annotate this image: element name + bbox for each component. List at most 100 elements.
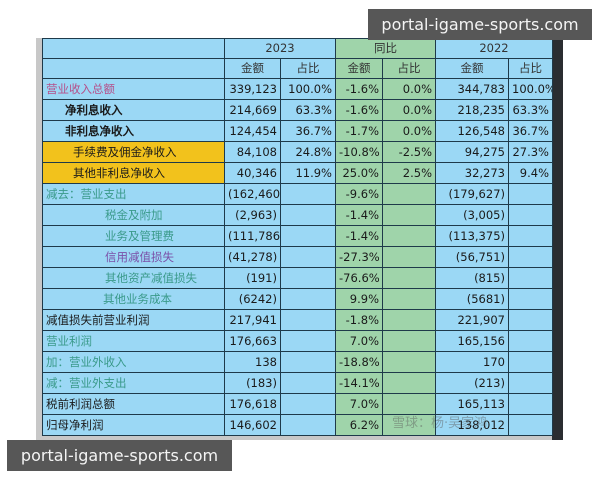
header-share-2023: 占比 xyxy=(280,58,336,79)
amount-2023: 176,663 xyxy=(224,330,281,352)
yoy-amount: -1.8% xyxy=(335,309,383,331)
yoy-amount: -27.3% xyxy=(335,246,383,268)
table-row: 手续费及佣金净收入 84,108 24.8% -10.8% -2.5% 94,2… xyxy=(42,141,553,163)
income-statement-table: 2023 同比 2022 金额 占比 金额 占比 金额 占比 营业收入总额 33… xyxy=(42,38,553,436)
amount-2023: 217,941 xyxy=(224,309,281,331)
row-label: 减：营业外支出 xyxy=(42,372,225,394)
right-edge-bar xyxy=(552,38,563,440)
amount-2023: (191) xyxy=(224,267,281,289)
amount-2023: (41,278) xyxy=(224,246,281,268)
yoy-amount: -18.8% xyxy=(335,351,383,373)
table-row: 其他非利息净收入 40,346 11.9% 25.0% 2.5% 32,273 … xyxy=(42,162,553,184)
row-label: 其他业务成本 xyxy=(42,288,225,310)
amount-2023: 339,123 xyxy=(224,78,281,100)
yoy-amount: -1.7% xyxy=(335,120,383,142)
amount-2022: (213) xyxy=(435,372,509,394)
amount-2022: 126,548 xyxy=(435,120,509,142)
yoy-amount: -1.6% xyxy=(335,78,383,100)
share-2023: 100.0% xyxy=(280,78,336,100)
yoy-amount: 9.9% xyxy=(335,288,383,310)
amount-2023: 146,602 xyxy=(224,414,281,436)
share-2023 xyxy=(280,372,336,394)
share-2023: 63.3% xyxy=(280,99,336,121)
yoy-share xyxy=(382,183,436,205)
share-2023 xyxy=(280,393,336,415)
row-label: 减值损失前营业利润 xyxy=(42,309,225,331)
amount-2022: (815) xyxy=(435,267,509,289)
amount-2022: 170 xyxy=(435,351,509,373)
share-2022: 9.4% xyxy=(508,162,553,184)
row-label: 其他资产减值损失 xyxy=(42,267,225,289)
table-row: 其他业务成本 (6242) 9.9% (5681) xyxy=(42,288,553,310)
amount-2022: 344,783 xyxy=(435,78,509,100)
row-label: 其他非利息净收入 xyxy=(42,162,225,184)
row-label: 加：营业外收入 xyxy=(42,351,225,373)
yoy-amount: -14.1% xyxy=(335,372,383,394)
yoy-share xyxy=(382,288,436,310)
share-2023: 24.8% xyxy=(280,141,336,163)
amount-2022: (179,627) xyxy=(435,183,509,205)
header-row-sub: 金额 占比 金额 占比 金额 占比 xyxy=(42,58,553,79)
yoy-share xyxy=(382,309,436,331)
amount-2022: 165,113 xyxy=(435,393,509,415)
share-2023 xyxy=(280,246,336,268)
header-row-years: 2023 同比 2022 xyxy=(42,38,553,59)
yoy-share: 0.0% xyxy=(382,120,436,142)
amount-2023: (2,963) xyxy=(224,204,281,226)
yoy-amount: -1.4% xyxy=(335,225,383,247)
amount-2023: 214,669 xyxy=(224,99,281,121)
yoy-amount: 25.0% xyxy=(335,162,383,184)
share-2022 xyxy=(508,351,553,373)
table-row: 净利息收入 214,669 63.3% -1.6% 0.0% 218,235 6… xyxy=(42,99,553,121)
yoy-amount: -76.6% xyxy=(335,267,383,289)
yoy-share: 0.0% xyxy=(382,99,436,121)
share-2023 xyxy=(280,204,336,226)
table-row: 减：营业外支出 (183) -14.1% (213) xyxy=(42,372,553,394)
share-2022 xyxy=(508,267,553,289)
yoy-amount: -9.6% xyxy=(335,183,383,205)
row-label: 营业收入总额 xyxy=(42,78,225,100)
table-row: 营业收入总额 339,123 100.0% -1.6% 0.0% 344,783… xyxy=(42,78,553,100)
row-label: 净利息收入 xyxy=(42,99,225,121)
amount-2022: (5681) xyxy=(435,288,509,310)
header-blank xyxy=(42,38,225,59)
share-2023 xyxy=(280,309,336,331)
table-row: 信用减值损失 (41,278) -27.3% (56,751) xyxy=(42,246,553,268)
table-row: 业务及管理费 (111,786) -1.4% (113,375) xyxy=(42,225,553,247)
yoy-amount: -1.6% xyxy=(335,99,383,121)
amount-2022: 221,907 xyxy=(435,309,509,331)
share-2022 xyxy=(508,246,553,268)
table-row: 减去：营业支出 (162,460) -9.6% (179,627) xyxy=(42,183,553,205)
yoy-share xyxy=(382,372,436,394)
amount-2023: 84,108 xyxy=(224,141,281,163)
table-row: 营业利润 176,663 7.0% 165,156 xyxy=(42,330,553,352)
header-amount-yoy: 金额 xyxy=(335,58,383,79)
yoy-amount: -1.4% xyxy=(335,204,383,226)
header-share-2022: 占比 xyxy=(508,58,553,79)
yoy-share xyxy=(382,204,436,226)
share-2023: 36.7% xyxy=(280,120,336,142)
amount-2022: 218,235 xyxy=(435,99,509,121)
row-label: 信用减值损失 xyxy=(42,246,225,268)
share-2023: 11.9% xyxy=(280,162,336,184)
amount-2022: 138,012 xyxy=(435,414,509,436)
row-label: 业务及管理费 xyxy=(42,225,225,247)
row-label: 税前利润总额 xyxy=(42,393,225,415)
header-yoy: 同比 xyxy=(335,38,436,59)
row-label: 税金及附加 xyxy=(42,204,225,226)
yoy-share: 2.5% xyxy=(382,162,436,184)
amount-2023: (183) xyxy=(224,372,281,394)
site-watermark-top: portal-igame-sports.com xyxy=(368,9,592,40)
source-watermark: 雪球：杨·吴家鸿 xyxy=(392,416,488,431)
amount-2022: (113,375) xyxy=(435,225,509,247)
amount-2023: 124,454 xyxy=(224,120,281,142)
amount-2023: 40,346 xyxy=(224,162,281,184)
share-2023 xyxy=(280,267,336,289)
yoy-share xyxy=(382,267,436,289)
share-2022 xyxy=(508,204,553,226)
yoy-share xyxy=(382,330,436,352)
yoy-share: -2.5% xyxy=(382,141,436,163)
header-blank xyxy=(42,58,225,79)
share-2022 xyxy=(508,183,553,205)
share-2023 xyxy=(280,330,336,352)
